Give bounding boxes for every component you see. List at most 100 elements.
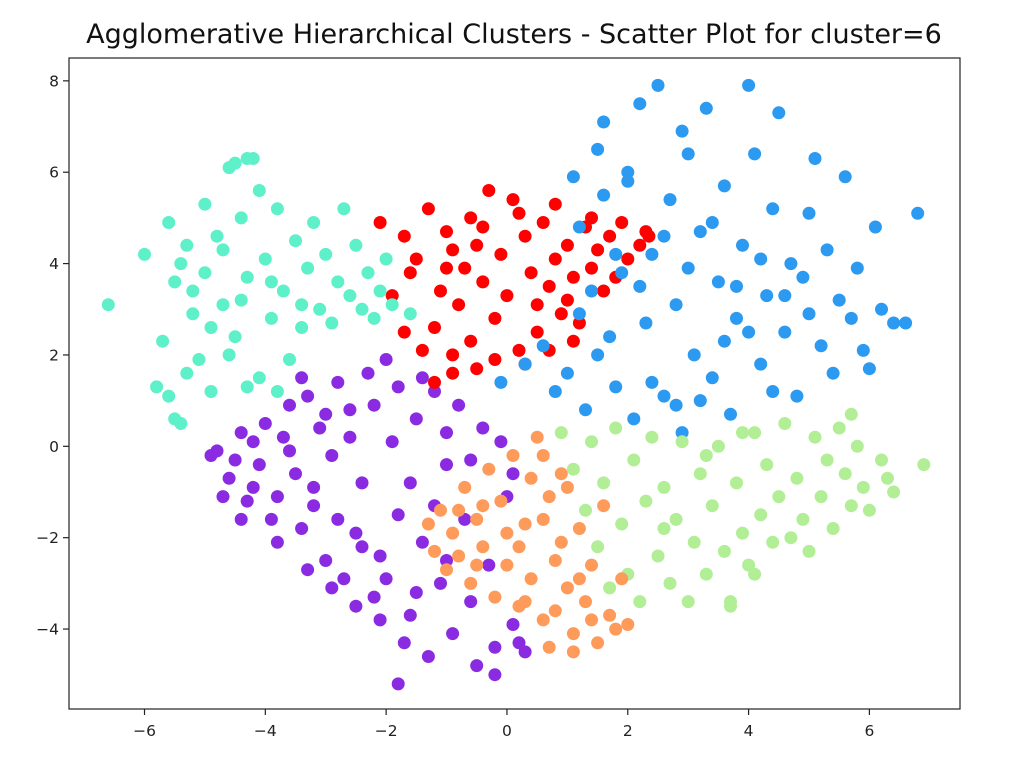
data-point bbox=[210, 444, 224, 458]
data-point bbox=[566, 645, 580, 659]
ticks-layer: −6 −4 −2 0 2 4 6 −4 −2 0 2 4 6 8 bbox=[36, 72, 874, 740]
data-point bbox=[736, 526, 749, 540]
data-point bbox=[760, 458, 774, 472]
data-point bbox=[252, 184, 266, 197]
data-point bbox=[572, 307, 586, 321]
data-point bbox=[524, 471, 538, 485]
data-point bbox=[403, 266, 417, 280]
data-point bbox=[349, 238, 363, 252]
data-point bbox=[657, 389, 671, 403]
data-point bbox=[446, 366, 460, 380]
data-point bbox=[724, 407, 737, 421]
data-point bbox=[488, 353, 502, 366]
data-point bbox=[452, 549, 466, 563]
data-point bbox=[464, 334, 478, 348]
data-point bbox=[506, 193, 520, 207]
data-point bbox=[494, 375, 508, 389]
data-point bbox=[452, 398, 466, 412]
data-point bbox=[198, 197, 212, 211]
data-point bbox=[736, 426, 749, 440]
data-point bbox=[621, 618, 635, 631]
data-point bbox=[500, 289, 514, 303]
data-point bbox=[464, 595, 478, 609]
data-point bbox=[597, 115, 611, 129]
data-point bbox=[778, 289, 792, 303]
data-point bbox=[566, 270, 580, 284]
data-point bbox=[887, 485, 901, 499]
data-point bbox=[591, 636, 605, 650]
data-point bbox=[838, 170, 852, 184]
points-layer bbox=[101, 78, 931, 691]
data-point bbox=[766, 535, 780, 549]
data-point bbox=[687, 535, 701, 549]
data-point bbox=[748, 426, 762, 440]
data-point bbox=[548, 604, 562, 618]
data-point bbox=[373, 549, 387, 563]
data-point bbox=[246, 435, 260, 449]
data-point bbox=[150, 380, 164, 394]
data-point bbox=[591, 348, 605, 362]
data-point bbox=[790, 471, 804, 485]
data-point bbox=[615, 266, 629, 280]
data-point bbox=[428, 375, 441, 389]
data-point bbox=[524, 266, 538, 280]
data-point bbox=[542, 640, 556, 654]
data-point bbox=[500, 558, 514, 572]
data-point bbox=[476, 275, 490, 289]
data-point bbox=[470, 362, 484, 376]
data-point bbox=[820, 453, 834, 467]
data-point bbox=[560, 581, 574, 595]
data-point bbox=[651, 78, 665, 92]
data-point bbox=[464, 211, 478, 225]
data-point bbox=[240, 380, 254, 394]
data-point bbox=[325, 316, 339, 330]
data-point bbox=[216, 490, 230, 504]
data-point bbox=[415, 535, 429, 549]
data-point bbox=[814, 490, 828, 504]
data-point bbox=[264, 275, 278, 289]
data-point bbox=[554, 535, 568, 549]
x-tick-label: 6 bbox=[864, 722, 874, 740]
data-point bbox=[379, 252, 393, 266]
data-point bbox=[862, 503, 876, 517]
data-point bbox=[566, 170, 580, 184]
data-point bbox=[530, 325, 544, 339]
data-point bbox=[645, 247, 659, 261]
data-point bbox=[603, 608, 617, 622]
data-point bbox=[252, 371, 266, 385]
data-point bbox=[216, 243, 230, 257]
data-point bbox=[579, 503, 592, 517]
data-point bbox=[470, 512, 484, 526]
data-point bbox=[283, 398, 296, 412]
cluster-series-5 bbox=[421, 430, 635, 659]
data-point bbox=[766, 202, 780, 216]
data-point bbox=[645, 375, 659, 389]
data-point bbox=[440, 554, 453, 567]
cluster-series-1 bbox=[373, 184, 656, 389]
data-point bbox=[162, 216, 176, 229]
data-point bbox=[512, 540, 526, 554]
data-point bbox=[452, 298, 466, 312]
data-point bbox=[881, 471, 894, 485]
data-point bbox=[687, 348, 701, 362]
data-point bbox=[560, 293, 574, 307]
data-point bbox=[295, 321, 309, 334]
data-point bbox=[494, 494, 508, 508]
data-point bbox=[530, 298, 544, 312]
data-point bbox=[548, 252, 562, 266]
data-point bbox=[621, 174, 635, 188]
data-point bbox=[367, 311, 381, 325]
data-point bbox=[494, 247, 508, 261]
data-point bbox=[597, 284, 611, 298]
data-point bbox=[802, 307, 816, 321]
data-point bbox=[234, 293, 248, 307]
data-point bbox=[488, 640, 502, 654]
data-point bbox=[403, 476, 417, 490]
data-point bbox=[796, 270, 810, 284]
data-point bbox=[850, 261, 864, 275]
data-point bbox=[518, 595, 532, 609]
data-point bbox=[482, 558, 496, 572]
data-point bbox=[705, 371, 719, 385]
data-point bbox=[717, 334, 731, 348]
data-point bbox=[784, 257, 798, 271]
